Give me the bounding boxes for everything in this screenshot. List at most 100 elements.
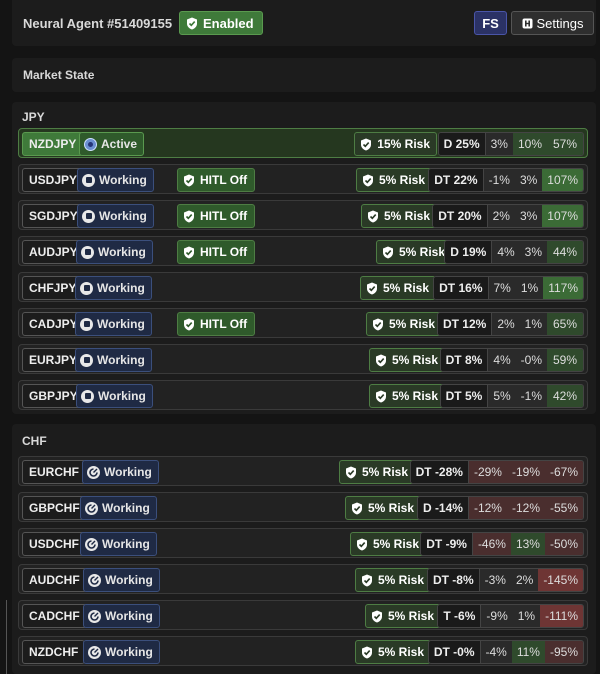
- pair-button[interactable]: CADJPY: [22, 312, 85, 336]
- enabled-toggle[interactable]: Enabled: [179, 11, 263, 35]
- working-status-icon: [81, 389, 94, 403]
- metric-cell: 1%: [519, 313, 547, 335]
- pair-row[interactable]: SGDJPY Working HITL Off 5% Risk DT 20% 2% 3% 10…: [18, 200, 588, 230]
- status-badge[interactable]: Active: [79, 132, 145, 156]
- pair-row[interactable]: USDCHF Working 5% Risk DT -9% -46% 13% -50%: [18, 528, 588, 558]
- status-badge[interactable]: Working: [75, 276, 152, 300]
- group-title: JPY: [22, 110, 45, 124]
- pair-row[interactable]: EURCHF Working 5% Risk DT -28% -29% -19% -67%: [18, 456, 588, 486]
- pair-button[interactable]: EURCHF: [22, 460, 86, 484]
- risk-badge[interactable]: 5% Risk: [368, 384, 445, 408]
- settings-button[interactable]: Settings: [511, 11, 594, 35]
- metric-cell: -1%: [515, 385, 547, 407]
- pair-row[interactable]: AUDCHF Working 5% Risk DT -8% -3% 2% -145%: [18, 564, 588, 594]
- pair-button[interactable]: USDJPY: [22, 168, 85, 192]
- risk-badge[interactable]: 5% Risk: [359, 276, 436, 300]
- metric-cell: 107%: [542, 205, 583, 227]
- risk-badge[interactable]: 5% Risk: [360, 204, 437, 228]
- status-badge[interactable]: Working: [80, 532, 157, 556]
- risk-badge[interactable]: 5% Risk: [368, 348, 445, 372]
- pair-row[interactable]: NZDJPY Active 15% Risk D 25% 3% 10% 57%: [18, 128, 588, 158]
- status-badge[interactable]: Working: [75, 348, 152, 372]
- settings-label: Settings: [536, 15, 584, 31]
- shield-check-icon: [372, 318, 383, 330]
- risk-badge[interactable]: 5% Risk: [344, 496, 421, 520]
- shield-check-icon: [382, 246, 393, 258]
- metric-cell: 13%: [510, 533, 545, 555]
- metric-cell: 42%: [547, 385, 583, 407]
- metric-cell: -1%: [483, 169, 515, 191]
- fullscreen-button[interactable]: FS: [474, 11, 507, 35]
- status-badge[interactable]: Working: [83, 568, 160, 592]
- status-badge[interactable]: Working: [76, 384, 153, 408]
- pair-button[interactable]: AUDCHF: [22, 568, 87, 592]
- risk-badge[interactable]: 5% Risk: [354, 568, 431, 592]
- metric-cell: 57%: [547, 133, 583, 155]
- hitl-toggle[interactable]: HITL Off: [177, 312, 256, 336]
- status-badge[interactable]: Working: [82, 460, 159, 484]
- pair-button[interactable]: GBPCHF: [22, 496, 87, 520]
- metric-cell: 59%: [547, 349, 583, 371]
- status-badge[interactable]: Working: [77, 168, 154, 192]
- direction-metric: DT -0%: [428, 641, 481, 663]
- hitl-toggle[interactable]: HITL Off: [177, 168, 256, 192]
- pair-row[interactable]: GBPJPY Working 5% Risk DT 5% 5% -1% 42%: [18, 380, 588, 410]
- risk-label: 5% Risk: [372, 537, 419, 551]
- pair-row[interactable]: CADCHF Working 5% Risk T -6% -9% 1% -111%: [18, 600, 588, 630]
- group-chf: CHF EURCHF Working 5% Risk DT -28% -29% -19% -…: [12, 424, 596, 674]
- metric-cell: -55%: [544, 497, 583, 519]
- risk-label: 5% Risk: [387, 609, 434, 623]
- pair-button[interactable]: AUDJPY: [22, 240, 85, 264]
- pair-row[interactable]: CADJPY Working HITL Off 5% Risk DT 12% 2% 1% 65…: [18, 308, 588, 338]
- risk-badge[interactable]: 5% Risk: [338, 460, 415, 484]
- pair-row[interactable]: AUDJPY Working HITL Off 5% Risk D 19% 4% 3% 44%: [18, 236, 588, 266]
- metric-cell: 3%: [514, 205, 543, 227]
- metric-cell: 5%: [488, 385, 516, 407]
- pair-button[interactable]: USDCHF: [22, 532, 86, 556]
- working-status-icon: [80, 353, 93, 367]
- status-label: Working: [97, 317, 145, 331]
- pair-button[interactable]: SGDJPY: [22, 204, 85, 228]
- status-badge[interactable]: Working: [76, 240, 153, 264]
- risk-badge[interactable]: 15% Risk: [354, 132, 437, 156]
- pair-row[interactable]: GBPCHF Working 5% Risk D -14% -12% -12% -55%: [18, 492, 588, 522]
- risk-badge[interactable]: 5% Risk: [364, 604, 441, 628]
- risk-badge[interactable]: 5% Risk: [365, 312, 442, 336]
- risk-label: 5% Risk: [361, 465, 408, 479]
- active-status-icon: [84, 137, 97, 151]
- risk-badge[interactable]: 5% Risk: [354, 640, 431, 664]
- status-badge[interactable]: Working: [83, 604, 160, 628]
- pair-row[interactable]: USDJPY Working HITL Off 5% Risk DT 22% -1% 3% 1…: [18, 164, 588, 194]
- status-badge[interactable]: Working: [80, 496, 157, 520]
- pair-row[interactable]: EURJPY Working 5% Risk DT 8% 4% -0% 59%: [18, 344, 588, 374]
- status-badge[interactable]: Working: [77, 204, 154, 228]
- status-label: Working: [102, 537, 150, 551]
- hitl-toggle[interactable]: HITL Off: [177, 204, 256, 228]
- risk-badge[interactable]: 5% Risk: [375, 240, 452, 264]
- pair-button[interactable]: CADCHF: [22, 604, 87, 628]
- pair-row[interactable]: CHFJPY Working 5% Risk DT 16% 7% 1% 117%: [18, 272, 588, 302]
- direction-metric: DT -8%: [427, 569, 480, 591]
- pair-button[interactable]: NZDCHF: [22, 640, 86, 664]
- pair-button[interactable]: EURJPY: [22, 348, 85, 372]
- pair-button[interactable]: GBPJPY: [22, 384, 85, 408]
- pair-row[interactable]: NZDCHF Working 5% Risk DT -0% -4% 11% -95%: [18, 636, 588, 666]
- status-badge[interactable]: Working: [75, 312, 152, 336]
- shield-check-icon: [184, 318, 194, 330]
- metric-cell: -50%: [544, 533, 583, 555]
- hitl-toggle[interactable]: HITL Off: [177, 240, 256, 264]
- metric-cell: -29%: [468, 461, 507, 483]
- risk-badge[interactable]: 5% Risk: [349, 532, 426, 556]
- pair-button[interactable]: CHFJPY: [22, 276, 84, 300]
- working-status-icon: [85, 537, 98, 551]
- working-status-icon: [80, 281, 93, 295]
- status-badge[interactable]: Working: [83, 640, 160, 664]
- risk-badge[interactable]: 5% Risk: [355, 168, 432, 192]
- metric-cell: 1%: [512, 605, 541, 627]
- direction-metric: D 25%: [438, 133, 486, 155]
- metric-cell: -12%: [468, 497, 507, 519]
- metric-cell: 44%: [547, 241, 583, 263]
- metric-cell: 3%: [485, 133, 513, 155]
- pair-button[interactable]: NZDJPY: [22, 132, 84, 156]
- agent-header: Neural Agent #51409155 Enabled FS Settin…: [12, 0, 596, 46]
